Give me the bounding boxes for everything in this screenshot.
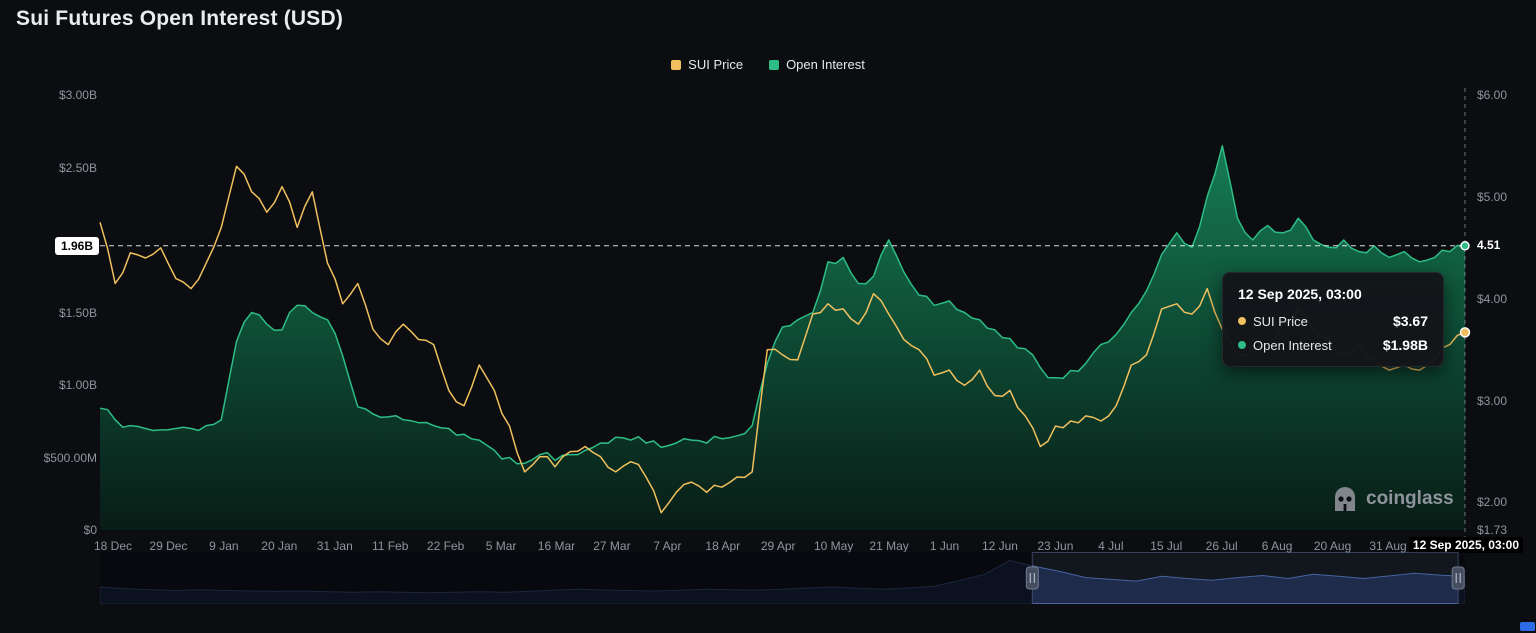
tooltip-row-open-interest: Open Interest $1.98B (1238, 337, 1428, 353)
page-title: Sui Futures Open Interest (USD) (16, 7, 344, 30)
scrollbar-corner-chip (1520, 622, 1535, 631)
crosshair-right-axis-value: 4.51 (1477, 237, 1501, 252)
legend-item-sui-price[interactable]: SUI Price (671, 57, 743, 72)
legend-label: SUI Price (688, 57, 744, 72)
chart-legend: SUI Price Open Interest (0, 57, 1536, 72)
crosshair-date-label: 12 Sep 2025, 03:00 (1408, 537, 1523, 553)
tooltip-value: $3.67 (1392, 313, 1428, 329)
tooltip-label: SUI Price (1253, 313, 1308, 329)
sui-price-last-point-marker (1459, 327, 1471, 338)
open-interest-current-value-pill: 1.96B (54, 236, 99, 255)
range-navigator[interactable] (99, 552, 1466, 605)
sui-price-swatch-icon (671, 59, 682, 70)
tooltip-label: Open Interest (1253, 337, 1332, 353)
chart-tooltip: 12 Sep 2025, 03:00 SUI Price $3.67 Open … (1222, 272, 1444, 367)
coinglass-watermark: coinglass (1332, 486, 1454, 512)
sui-price-dot-icon (1238, 317, 1246, 325)
open-interest-area (100, 145, 1465, 531)
coinglass-logo-icon (1335, 487, 1355, 511)
open-interest-dot-icon (1238, 341, 1246, 349)
tooltip-date: 12 Sep 2025, 03:00 (1238, 286, 1362, 302)
open-interest-swatch-icon (769, 59, 780, 70)
tooltip-row-sui-price: SUI Price $3.67 (1238, 313, 1428, 329)
navigator-handle-right[interactable] (1451, 566, 1465, 590)
legend-label: Open Interest (786, 57, 865, 72)
coinglass-wordmark: coinglass (1366, 488, 1454, 509)
navigator-selected-window[interactable] (1031, 552, 1459, 604)
open-interest-last-point-marker (1460, 241, 1470, 251)
legend-item-open-interest[interactable]: Open Interest (769, 57, 865, 72)
navigator-dim-left (100, 552, 1033, 604)
open-interest-line (99, 145, 1466, 465)
navigator-handle-left[interactable] (1025, 566, 1039, 590)
tooltip-value: $1.98B (1382, 337, 1428, 353)
